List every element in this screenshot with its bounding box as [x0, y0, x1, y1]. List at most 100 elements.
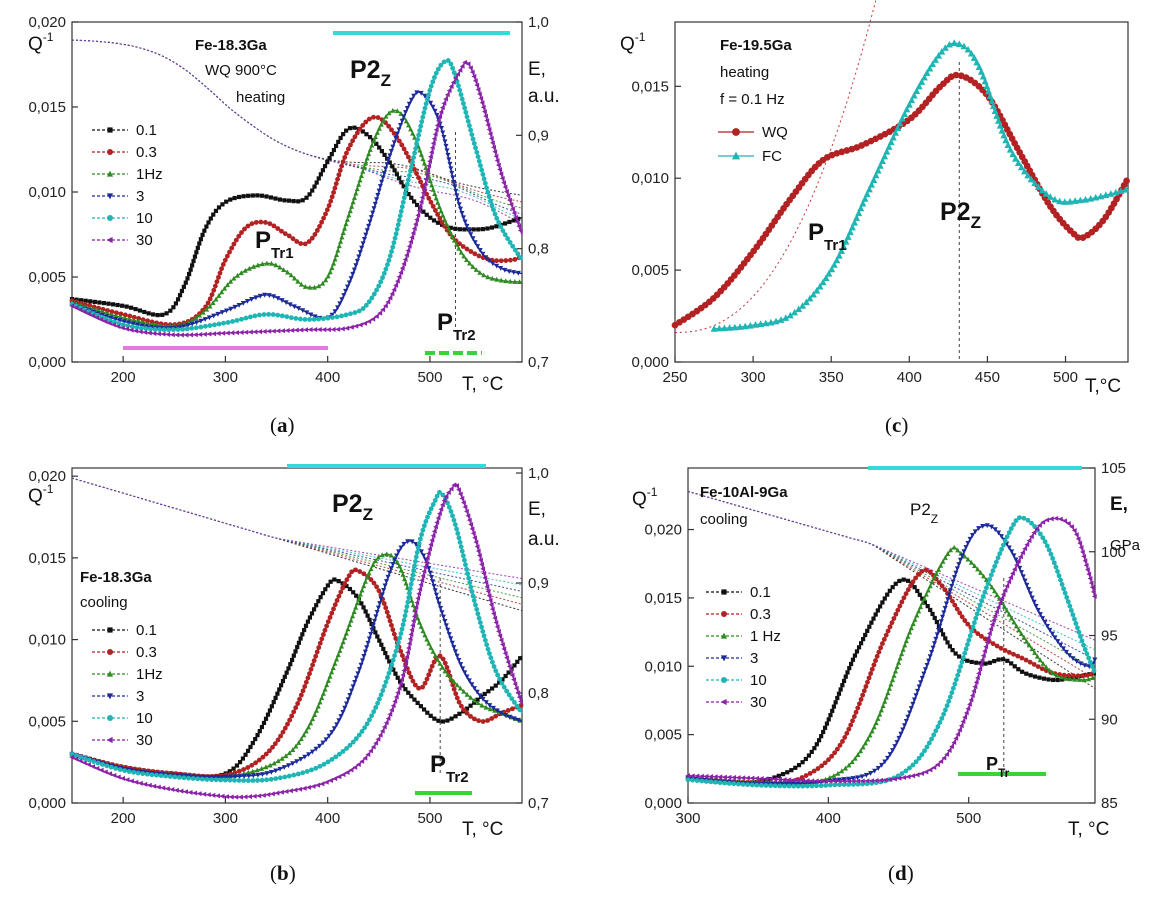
data-point — [1086, 676, 1092, 682]
data-point — [505, 193, 511, 199]
data-point — [268, 260, 274, 266]
data-point — [209, 777, 214, 783]
data-point — [956, 562, 962, 567]
data-point — [1073, 532, 1079, 538]
data-point — [822, 274, 830, 282]
data-point — [772, 775, 777, 780]
data-point — [1087, 659, 1093, 665]
data-point — [264, 260, 270, 266]
data-point — [980, 523, 986, 529]
data-point — [415, 545, 421, 551]
data-point — [960, 655, 966, 661]
data-point — [422, 105, 428, 111]
data-point — [867, 732, 873, 738]
data-point — [361, 605, 366, 610]
data-point — [1046, 547, 1052, 553]
data-point — [151, 783, 157, 789]
data-point — [471, 686, 477, 691]
data-point — [777, 783, 783, 789]
data-point — [467, 260, 473, 266]
data-point — [344, 745, 349, 751]
data-point — [381, 270, 387, 276]
data-point — [410, 618, 416, 624]
data-point — [451, 645, 457, 650]
data-point — [340, 748, 346, 754]
data-point — [1034, 183, 1042, 190]
data-point — [419, 577, 425, 583]
data-point — [320, 591, 325, 596]
data-point — [1123, 177, 1130, 185]
data-point — [859, 774, 865, 780]
data-point — [422, 632, 428, 638]
data-point — [245, 778, 251, 783]
data-point — [1066, 197, 1074, 205]
data-point — [493, 713, 499, 719]
data-point — [973, 58, 981, 66]
data-point — [1092, 657, 1098, 663]
data-point — [406, 670, 412, 676]
data-point — [1037, 675, 1042, 680]
data-point — [985, 635, 991, 641]
data-point — [322, 627, 328, 633]
data-point — [435, 597, 441, 602]
data-point — [322, 686, 328, 692]
y2-tick-label: 0,7 — [528, 795, 549, 812]
data-point — [949, 598, 955, 604]
data-point — [492, 211, 498, 217]
data-point — [1061, 198, 1069, 205]
data-point — [1081, 677, 1087, 683]
data-point — [424, 555, 430, 561]
data-point — [212, 322, 217, 328]
data-point — [356, 308, 362, 314]
data-point — [841, 782, 847, 788]
y-tick-label: 0,005 — [631, 262, 669, 279]
data-point — [1066, 673, 1072, 678]
data-point — [1018, 631, 1024, 637]
data-point — [263, 751, 269, 757]
data-point — [355, 761, 361, 768]
data-point — [350, 271, 356, 277]
data-point — [932, 56, 939, 63]
data-point — [507, 219, 512, 225]
data-point — [408, 239, 413, 245]
data-point — [1025, 517, 1031, 523]
data-point — [179, 332, 184, 338]
data-point — [951, 544, 957, 550]
data-point — [426, 195, 432, 201]
data-point — [394, 553, 400, 559]
data-point — [390, 144, 396, 150]
data-point — [323, 779, 329, 785]
data-point — [459, 495, 465, 501]
data-point — [848, 223, 856, 231]
data-point — [970, 624, 976, 630]
data-point — [445, 152, 451, 158]
data-point — [293, 705, 299, 711]
data-point — [946, 592, 952, 598]
data-point — [890, 585, 895, 590]
data-point — [511, 716, 517, 722]
data-point — [1067, 603, 1073, 609]
data-point — [341, 293, 347, 298]
data-point — [253, 760, 259, 766]
data-point — [245, 748, 251, 753]
data-point — [845, 776, 851, 782]
data-point — [356, 732, 362, 738]
data-point — [248, 744, 253, 750]
data-point — [910, 762, 916, 768]
data-point — [421, 209, 426, 214]
data-point — [482, 691, 487, 697]
data-point — [950, 39, 958, 46]
data-point — [927, 569, 933, 575]
data-point — [181, 284, 186, 289]
data-point — [390, 703, 396, 709]
data-point — [427, 158, 432, 164]
data-point — [246, 193, 251, 198]
data-point — [477, 269, 483, 275]
data-point — [136, 316, 142, 321]
data-point — [1037, 657, 1043, 663]
data-point — [928, 607, 933, 613]
data-point — [238, 270, 244, 276]
data-point — [390, 244, 396, 250]
data-point — [442, 668, 448, 674]
data-point — [511, 218, 516, 223]
